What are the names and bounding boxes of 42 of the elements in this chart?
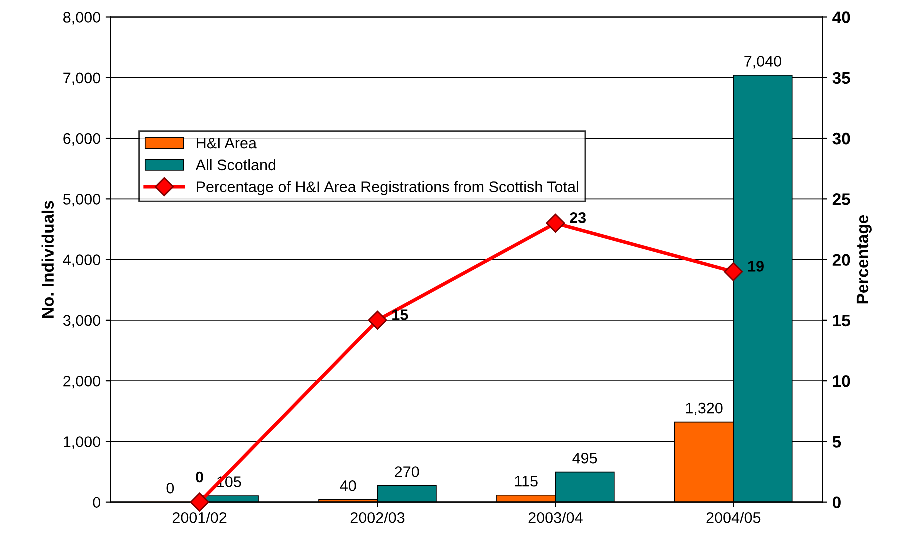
y2-tick-label: 10	[833, 375, 850, 388]
y-axis-title: No. Individuals	[42, 201, 54, 318]
y2-tick-label: 35	[832, 72, 850, 84]
y2-tick-label: 15	[833, 315, 850, 327]
y-tick-label: 7,000	[64, 72, 101, 86]
data-label: 0	[166, 482, 174, 494]
y-tick-label: 5,000	[63, 194, 101, 207]
x-tick-label: 2002/03	[350, 512, 405, 524]
y2-tick-label: 20	[832, 254, 850, 266]
legend-label: Percentage of H&I Area Registrations from Scottish Total	[197, 181, 578, 196]
point	[368, 310, 388, 330]
y2-tick-label: 40	[832, 12, 850, 24]
data-label: 115	[515, 476, 538, 487]
data-label: 7,040	[744, 56, 782, 69]
x-tick-label: 2004/05	[706, 512, 761, 524]
data-label: 19	[748, 261, 764, 272]
y-tick-label: 1,000	[64, 436, 101, 450]
point	[546, 214, 566, 233]
y2-tick-label: 5	[832, 436, 842, 448]
y-tick-label: 2,000	[64, 376, 101, 389]
data-label: 0	[196, 472, 204, 483]
data-label: 270	[395, 466, 420, 478]
data-label: 15	[392, 310, 408, 320]
x-tick-label: 2003/04	[528, 512, 583, 524]
x-tick-label: 2001/02	[172, 512, 227, 524]
data-label: 495	[572, 452, 598, 464]
y-tick-label: 4,000	[63, 254, 101, 268]
y2-tick-label: 0	[832, 496, 841, 509]
data-label: 1,320	[686, 402, 723, 416]
y-tick-label: 3,000	[63, 315, 101, 328]
y2-tick-label: 30	[832, 132, 850, 145]
point	[724, 262, 744, 282]
y-tick-label: 6,000	[64, 133, 101, 146]
y2-tick-label: 25	[832, 194, 850, 206]
point	[190, 492, 210, 512]
y2-axis-title: Percentage	[856, 215, 872, 304]
data-label: 23	[570, 212, 586, 224]
legend-label: H&I Area	[197, 138, 257, 149]
data-label: 40	[340, 480, 356, 492]
y-tick-label: 0	[93, 497, 101, 508]
y-tick-label: 8,000	[64, 12, 101, 25]
legend-label: All Scotland	[196, 159, 276, 171]
